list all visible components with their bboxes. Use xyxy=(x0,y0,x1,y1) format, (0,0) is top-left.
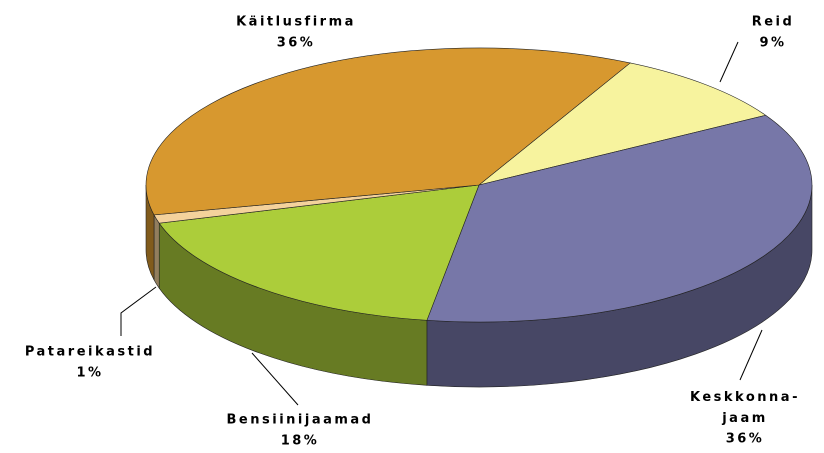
pie-slice xyxy=(145,47,631,216)
slice-value-label: 18% xyxy=(281,434,320,449)
slice-label: Keskkonna-jaam xyxy=(690,390,800,426)
slice-label: Patareikastid xyxy=(25,345,155,360)
leader-line xyxy=(120,286,157,336)
leader-line xyxy=(719,41,739,83)
slice-label: Reid xyxy=(752,15,795,30)
pie-slice-side xyxy=(153,214,160,290)
leader-line xyxy=(739,329,763,381)
slice-value-label: 36% xyxy=(726,432,765,447)
leader-line xyxy=(251,352,299,406)
slice-value-label: 36% xyxy=(277,36,316,51)
slice-label: Bensiinijaamad xyxy=(227,413,374,428)
pie-slice xyxy=(426,114,813,323)
slice-value-label: 9% xyxy=(759,36,786,51)
pie-slice xyxy=(478,62,767,186)
slice-label: Käitlusfirma xyxy=(236,15,356,30)
slice-value-label: 1% xyxy=(76,366,103,381)
pie-slice xyxy=(158,184,480,321)
